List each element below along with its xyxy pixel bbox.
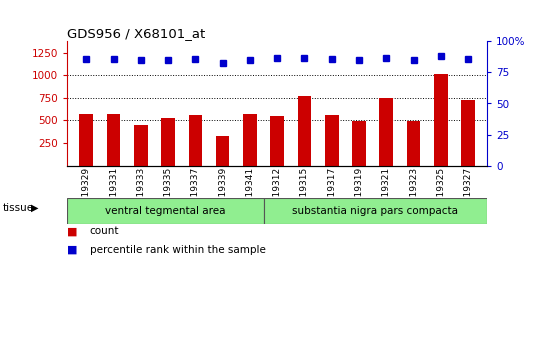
Text: ventral tegmental area: ventral tegmental area: [105, 206, 226, 216]
Bar: [461, 100, 475, 166]
Bar: [134, 125, 148, 166]
Text: count: count: [90, 226, 119, 236]
Bar: [352, 121, 366, 166]
Text: percentile rank within the sample: percentile rank within the sample: [90, 245, 265, 255]
Bar: [380, 98, 393, 166]
Text: tissue: tissue: [3, 203, 34, 213]
Bar: [189, 115, 202, 166]
FancyBboxPatch shape: [264, 198, 487, 224]
Text: GDS956 / X68101_at: GDS956 / X68101_at: [67, 27, 206, 40]
Bar: [434, 75, 447, 166]
Bar: [107, 114, 120, 166]
Bar: [325, 115, 339, 166]
Bar: [407, 121, 421, 166]
Text: ▶: ▶: [31, 203, 38, 213]
Bar: [298, 96, 311, 166]
Bar: [243, 114, 256, 166]
Text: substantia nigra pars compacta: substantia nigra pars compacta: [292, 206, 459, 216]
Text: ■: ■: [67, 245, 78, 255]
Bar: [80, 114, 93, 166]
FancyBboxPatch shape: [67, 198, 264, 224]
Bar: [270, 116, 284, 166]
Bar: [161, 118, 175, 166]
Text: ■: ■: [67, 226, 78, 236]
Bar: [216, 136, 230, 166]
